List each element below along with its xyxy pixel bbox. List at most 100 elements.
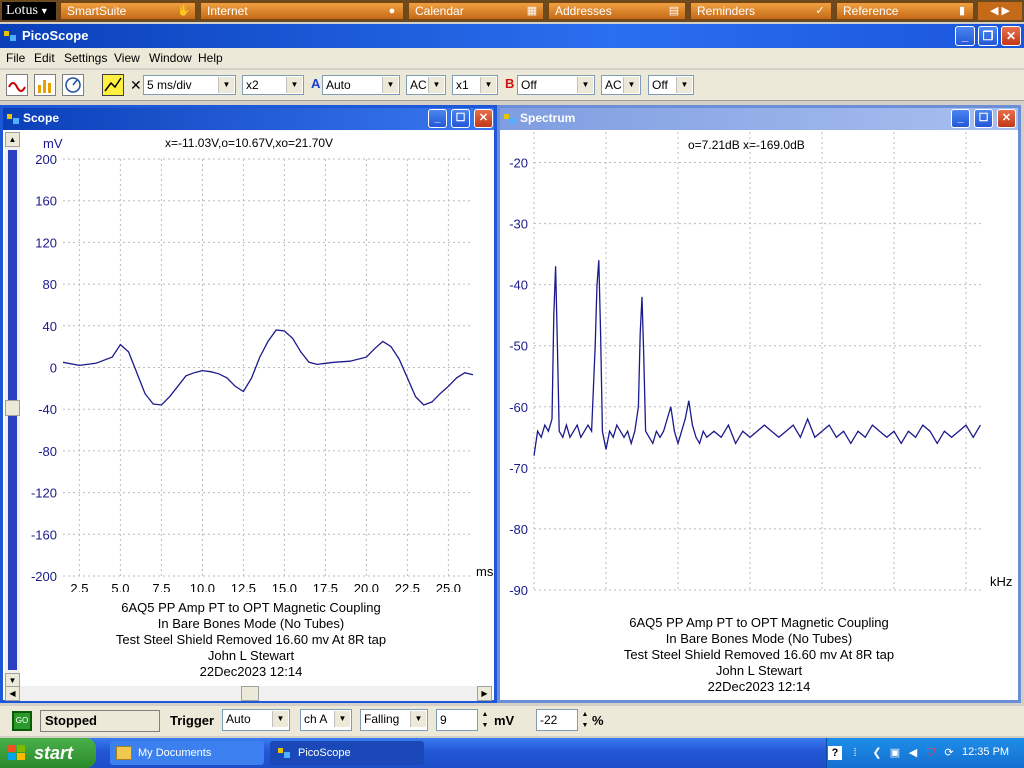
speaker-icon[interactable]: ◀ — [908, 747, 918, 759]
pretrigger-input[interactable]: -22 — [536, 709, 578, 731]
x-tick-label: 7.5 — [152, 581, 170, 592]
y-tick-label: 200 — [35, 152, 57, 167]
lotus-reference-drawer[interactable]: Reference ▮ — [836, 2, 974, 20]
channel-a-range-select[interactable]: Auto ▼ — [322, 75, 400, 95]
scroll-right-icon[interactable]: ▶ — [477, 686, 492, 701]
caption-line: John L Stewart — [207, 648, 295, 663]
caption-line: Test Steel Shield Removed 16.60 mv At 8R… — [623, 647, 895, 662]
spectrum-minimize-button[interactable]: _ — [951, 109, 970, 128]
scope-vscroll-thumb[interactable] — [5, 400, 20, 416]
trigger-level-stepper[interactable]: ▲ ▼ — [479, 709, 491, 731]
channel-a-coupling-select[interactable]: AC ▼ — [406, 75, 446, 95]
chevron-down-icon: ▼ — [334, 711, 350, 727]
spin-up-icon[interactable]: ▲ — [581, 711, 589, 718]
folder-icon — [116, 746, 132, 760]
lotus-addresses-drawer[interactable]: Addresses ▤ — [548, 2, 686, 20]
pretrigger-stepper[interactable]: ▲ ▼ — [579, 709, 591, 731]
scope-maximize-button[interactable]: ☐ — [451, 109, 470, 128]
trigger-edge-select[interactable]: Falling ▼ — [360, 709, 428, 731]
x-tick-label: 5.0 — [111, 581, 129, 592]
network-icon[interactable]: ▣ — [889, 747, 901, 759]
scope-window-caption: Scope _ ☐ ✕ — [3, 108, 494, 130]
spin-down-icon[interactable]: ▼ — [581, 722, 589, 729]
menu-view[interactable]: View — [114, 51, 140, 65]
run-state: Stopped — [40, 710, 160, 732]
arrow-left-icon[interactable]: ◀ — [990, 5, 999, 17]
trigger-channel-select[interactable]: ch A ▼ — [300, 709, 352, 731]
menu-window[interactable]: Window — [149, 51, 192, 65]
trigger-label: Trigger — [170, 713, 215, 728]
channel-b-range-select[interactable]: Off ▼ — [517, 75, 595, 95]
x-tick-label: 20.0 — [354, 581, 379, 592]
scroll-up-icon[interactable]: ▲ — [5, 132, 20, 147]
lotus-reminders-drawer[interactable]: Reminders ✓ — [690, 2, 832, 20]
go-indicator[interactable]: GO — [12, 711, 32, 731]
y-tick-label: -20 — [509, 156, 528, 171]
minimize-button[interactable]: _ — [955, 26, 975, 46]
menu-file[interactable]: File — [6, 51, 26, 65]
y-tick-label: -120 — [31, 486, 57, 501]
close-button[interactable]: ✕ — [1001, 26, 1021, 46]
spectrum-mode-icon[interactable] — [34, 74, 56, 96]
meter-mode-icon[interactable] — [62, 74, 84, 96]
address-card-icon: ▤ — [668, 5, 680, 17]
hint-arrows-icon[interactable]: ⁞ — [853, 747, 857, 759]
security-shield-icon[interactable]: ⛉ — [926, 747, 936, 759]
scroll-down-icon[interactable]: ▼ — [5, 673, 20, 688]
chevron-down-icon: ▼ — [286, 77, 302, 93]
arrow-right-icon[interactable]: ▶ — [1001, 5, 1010, 17]
scroll-left-icon[interactable]: ◀ — [5, 686, 20, 701]
menu-help[interactable]: Help — [198, 51, 223, 65]
task-picoscope[interactable]: PicoScope — [270, 741, 424, 765]
multiplier-select[interactable]: x2 ▼ — [242, 75, 304, 95]
channel-b-extra-select[interactable]: Off ▼ — [648, 75, 694, 95]
channel-b-coupling-select[interactable]: AC ▼ — [601, 75, 641, 95]
lotus-internet-drawer[interactable]: Internet ● — [200, 2, 404, 20]
spectrum-chart[interactable]: -20 -30 -40 -50 -60 -70 -80 -900.0 0.2 0.4 0.6 0.8 1… — [500, 132, 1018, 598]
spectrum-maximize-button[interactable]: ☐ — [974, 109, 993, 128]
menu-edit[interactable]: Edit — [34, 51, 55, 65]
caption-line: John L Stewart — [715, 663, 803, 678]
spectrum-close-button[interactable]: ✕ — [997, 109, 1016, 128]
channel-b-label: B — [505, 76, 515, 91]
app-title: PicoScope — [22, 28, 89, 43]
x-tick-label: 15.0 — [272, 581, 297, 592]
close-x-icon[interactable]: ✕ — [130, 77, 142, 93]
x-unit-label: kHz — [990, 574, 1012, 589]
scope-mode-icon[interactable] — [6, 74, 28, 96]
menu-settings[interactable]: Settings — [64, 51, 108, 65]
task-my-documents[interactable]: My Documents — [110, 741, 264, 765]
globe-icon: ● — [388, 5, 396, 17]
timebase-select[interactable]: 5 ms/div ▼ — [143, 75, 236, 95]
scope-minimize-button[interactable]: _ — [428, 109, 447, 128]
restore-button[interactable]: ❐ — [978, 26, 998, 46]
caption-line: In Bare Bones Mode (No Tubes) — [157, 616, 345, 631]
pct-unit-label: % — [592, 713, 604, 728]
lotus-smartsuite-drawer[interactable]: SmartSuite ✋ — [60, 2, 196, 20]
help-icon[interactable]: ? — [828, 746, 842, 760]
scope-horizontal-scrollbar[interactable]: ◀ ▶ — [5, 686, 492, 701]
sync-icon[interactable]: ⟳ — [944, 747, 954, 759]
scope-chart[interactable]: 200 160 120 80 40 0 -40 -80 -120 -160 -200 2.5 5.0 7.… — [21, 132, 494, 592]
trigger-level-input[interactable]: 9 — [436, 709, 478, 731]
trace-icon[interactable] — [102, 74, 124, 96]
channel-a-mult-select[interactable]: x1 ▼ — [452, 75, 498, 95]
caption-line: Test Steel Shield Removed 16.60 mv At 8R… — [115, 632, 387, 647]
scope-close-button[interactable]: ✕ — [474, 109, 493, 128]
y-tick-label: -40 — [38, 402, 57, 417]
caption-line: 6AQ5 PP Amp PT to OPT Magnetic Coupling — [121, 600, 381, 615]
lotus-calendar-drawer[interactable]: Calendar ▦ — [408, 2, 544, 20]
lotus-logo[interactable]: Lotus ▼ — [2, 2, 56, 20]
y-tick-label: -80 — [38, 444, 57, 459]
chevron-left-icon[interactable]: ❮ — [872, 747, 882, 759]
scope-vertical-scrollbar[interactable]: ▲ ▼ — [5, 132, 20, 688]
scope-hscroll-thumb[interactable] — [241, 686, 259, 701]
spin-down-icon[interactable]: ▼ — [481, 722, 489, 729]
y-tick-label: -30 — [509, 217, 528, 232]
spin-up-icon[interactable]: ▲ — [481, 711, 489, 718]
spectrum-cursor-readout: o=7.21dB x=-169.0dB — [688, 138, 805, 152]
channel-a-label: A — [311, 76, 321, 91]
spectrum-window: Spectrum _ ☐ ✕ o=7.21dB x=-169.0dB -20 -3… — [497, 105, 1021, 703]
trigger-mode-select[interactable]: Auto ▼ — [222, 709, 290, 731]
lotus-scroll-arrows[interactable]: ◀ ▶ — [978, 2, 1022, 20]
